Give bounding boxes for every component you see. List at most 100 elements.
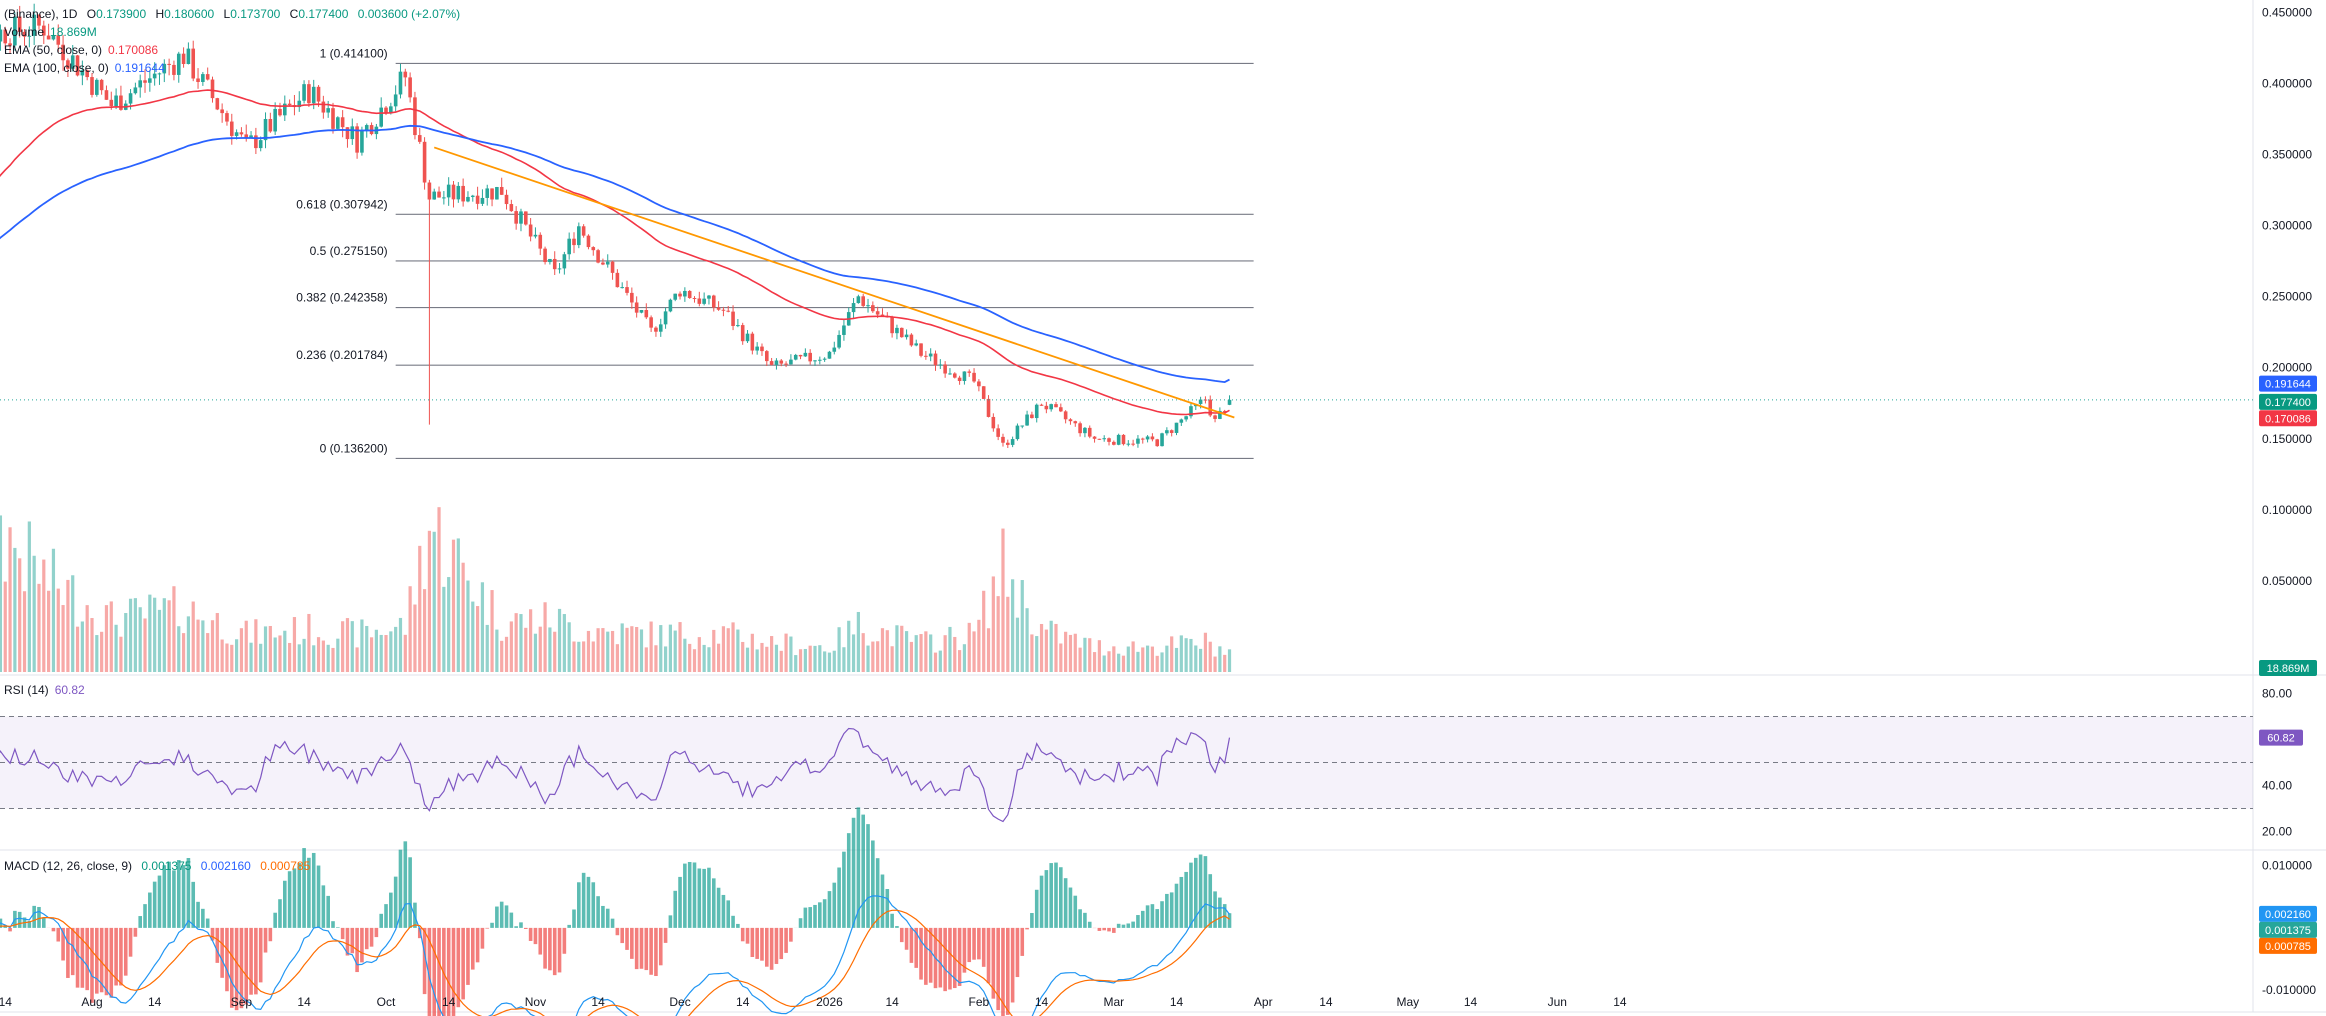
macd-histogram-bar [379,913,383,928]
ema50-legend[interactable]: EMA (50, close, 0) 0.170086 [4,42,158,58]
macd-histogram-bar [292,868,297,928]
candle-body [114,95,118,107]
volume-bar [230,644,234,672]
volume-bar [900,625,904,672]
candle-body [152,73,157,79]
candle-body [649,317,653,328]
macd-histogram-bar [726,900,731,928]
macd-histogram-bar [109,927,114,998]
macd-histogram-bar [51,927,56,932]
volume-bar [350,621,354,672]
volume-bar [745,647,750,672]
candle-body [1006,442,1010,445]
volume-bar [80,621,84,672]
volume-bar [1141,647,1145,672]
candle-body [196,78,200,82]
macd-histogram-bar [258,927,263,983]
candle-body [842,325,846,335]
macd-histogram-bar [745,927,750,944]
volume-bar [514,613,518,672]
candle-body [673,293,678,300]
volume-bar [302,638,306,672]
candle-body [413,97,417,136]
volume-bar [1155,655,1159,672]
volume-bar [312,645,316,672]
volume-bar [124,613,128,672]
macd-histogram-bar [519,922,523,928]
candle-body [1087,427,1092,437]
macd-histogram-bar [721,894,726,928]
macd-legend[interactable]: MACD (12, 26, close, 9) 0.001375 0.00216… [4,858,310,874]
volume-bar [1006,596,1010,672]
macd-histogram-bar [514,926,518,928]
time-tick-label: 14 [1319,995,1333,1009]
macd-histogram-bar [581,872,586,928]
candle-body [51,35,56,40]
volume-bar [1160,652,1164,672]
volume-bar [630,626,634,672]
time-tick-label: 2026 [816,995,843,1009]
macd-pane [0,807,1232,1016]
candle-body [620,287,624,289]
candle-body [986,398,991,417]
volume-bar [235,639,239,672]
candle-body [70,55,75,69]
macd-histogram-bar [818,902,822,928]
volume-legend[interactable]: Volume 18.869M [4,24,97,40]
macd-histogram-bar [470,927,475,970]
macd-histogram-bar [302,848,306,928]
macd-histogram-bar [249,927,253,995]
volume-bar [991,576,995,672]
volume-bar [996,596,1000,672]
macd-histogram-bar [967,927,972,963]
macd-histogram-bar [244,927,249,1005]
volume-bar [249,642,253,672]
candle-body [634,302,639,313]
candle-body [46,35,51,40]
symbol-source[interactable]: (Binance), 1D [4,7,78,21]
candle-body [239,132,244,135]
volume-bar [355,647,359,672]
volume-bar [292,617,297,672]
candle-body [731,311,735,326]
volume-bar [162,598,166,672]
candle-body [157,73,162,75]
macd-histogram-bar [148,892,152,928]
candle-body [880,314,885,317]
volume-bar [51,548,56,672]
candle-body [258,140,263,149]
volume-bar [779,650,783,672]
candle-body [924,355,928,357]
macd-histogram-bar [1006,927,1010,1015]
time-tick-label: Dec [669,995,690,1009]
macd-histogram-bar [234,927,239,1011]
rsi-legend[interactable]: RSI (14) 60.82 [4,682,85,698]
macd-badge-bg [2259,921,2317,938]
volume-bar [1078,647,1082,672]
volume-bar [403,634,407,672]
price-tick-label: 0.050000 [2262,574,2312,588]
volume-bar [369,637,374,672]
candle-body [740,325,745,342]
price-badges: 0.191644 0.177400 0.170086 18.869M 60.82 0.00… [2259,375,2317,954]
volume-bar [586,630,591,672]
macd-histogram-bar [736,923,740,928]
volume-bar [37,583,41,672]
volume-bar [524,627,528,672]
macd-histogram-bar [1121,924,1126,928]
ema50-badge: 0.170086 [2265,413,2311,425]
volume-bar [509,621,513,672]
candle-body [119,95,123,110]
macd-histogram-bar [1145,905,1150,928]
macd-histogram-bar [615,927,620,936]
candle-body [837,334,841,348]
volume-bar [119,636,123,672]
candle-body [957,377,962,381]
candle-body [379,107,383,127]
rsi-tick-label: 40.00 [2262,779,2292,793]
candle-body [27,35,32,37]
candle-body [899,327,904,338]
ema100-legend[interactable]: EMA (100, close, 0) 0.191644 [4,60,165,76]
candle-body [625,287,629,293]
